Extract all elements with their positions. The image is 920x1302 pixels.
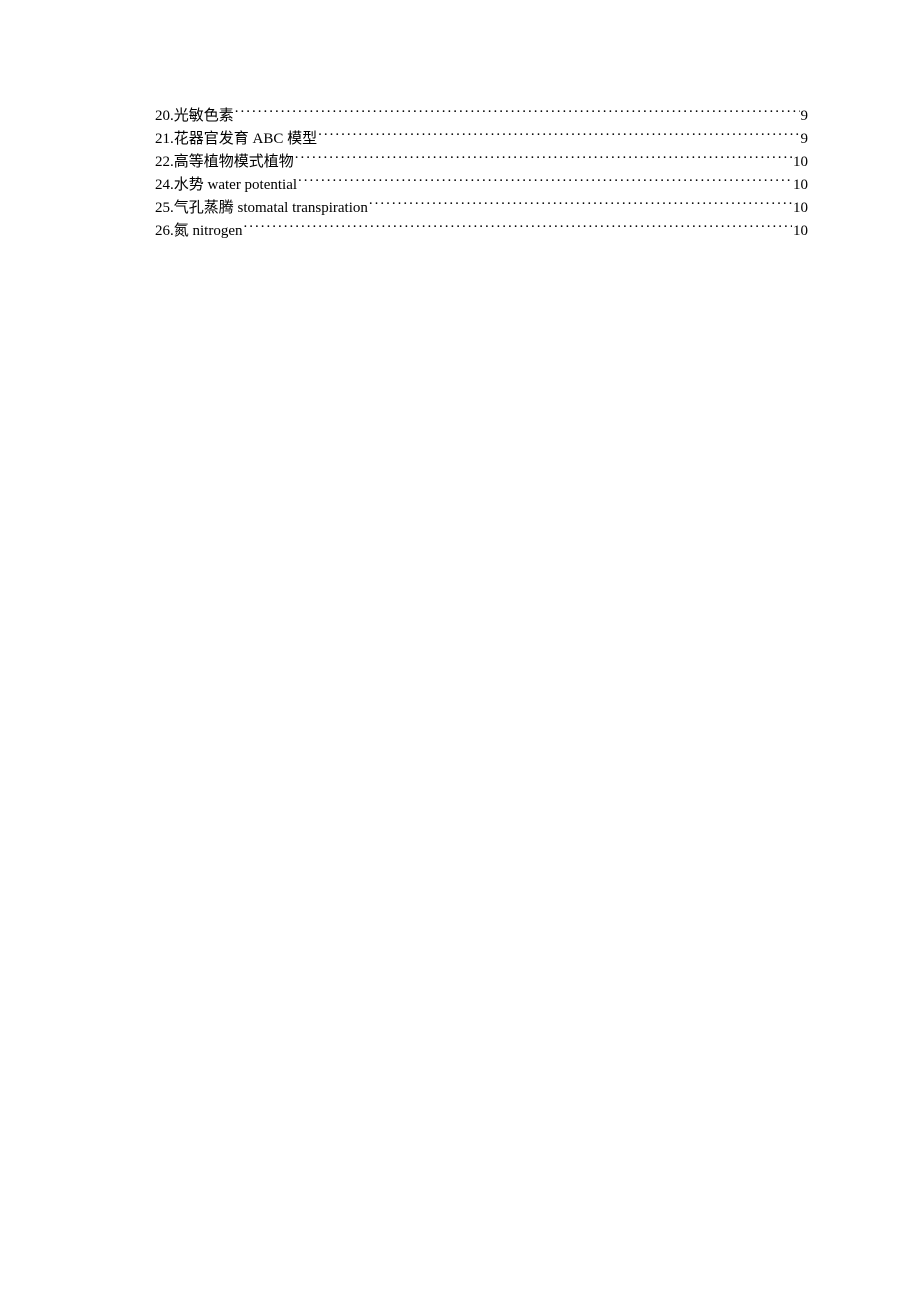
toc-entry: 26.氮 nitrogen 10 [155,220,808,243]
toc-entry-page: 9 [801,128,809,151]
toc-entry-label: 24.水势 water potential [155,174,297,197]
toc-leader-dots [369,197,792,212]
toc-leader-dots [318,128,799,143]
toc-entry-label: 20.光敏色素 [155,105,234,128]
toc-entry-page: 10 [793,220,808,243]
toc-entry-page: 10 [793,174,808,197]
toc-entry-page: 10 [793,151,808,174]
toc-leader-dots [244,220,793,235]
toc-entry-label: 25.气孔蒸腾 stomatal transpiration [155,197,368,220]
table-of-contents: 20.光敏色素 9 21.花器官发育 ABC 模型 9 22.高等植物模式植物 … [155,105,808,243]
toc-entry: 24.水势 water potential 10 [155,174,808,197]
toc-leader-dots [235,105,800,120]
toc-entry: 20.光敏色素 9 [155,105,808,128]
toc-entry-label: 22.高等植物模式植物 [155,151,294,174]
toc-entry-label: 26.氮 nitrogen [155,220,243,243]
toc-entry: 25.气孔蒸腾 stomatal transpiration 10 [155,197,808,220]
toc-entry: 22.高等植物模式植物 10 [155,151,808,174]
toc-entry-page: 10 [793,197,808,220]
toc-entry-page: 9 [801,105,809,128]
toc-entry: 21.花器官发育 ABC 模型 9 [155,128,808,151]
toc-entry-label: 21.花器官发育 ABC 模型 [155,128,317,151]
toc-leader-dots [295,151,792,166]
toc-leader-dots [298,174,792,189]
